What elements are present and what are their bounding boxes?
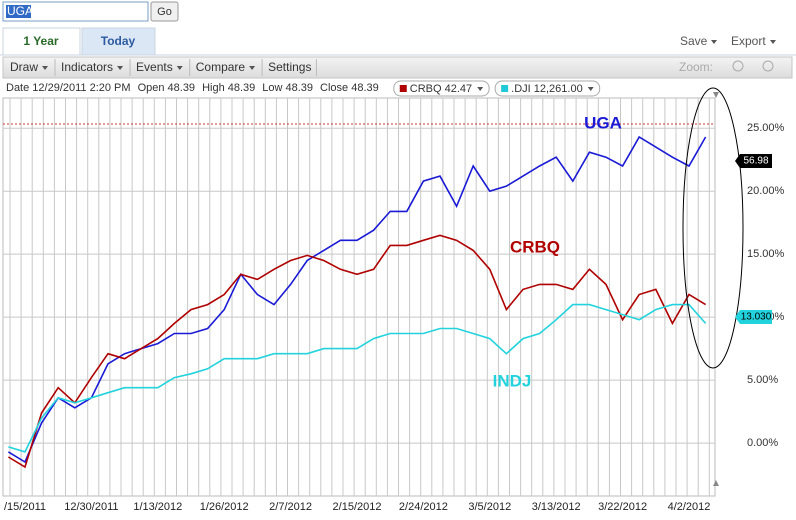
caret: [477, 87, 484, 91]
info-date: Date 12/29/2011 2:20 PM: [6, 82, 131, 94]
toolbar-item[interactable]: Draw: [10, 60, 38, 74]
x-tick-label: 2/24/2012: [399, 501, 448, 513]
highlight-ellipse: [682, 87, 744, 369]
x-tick-label: /15/2011: [4, 501, 46, 513]
caret: [176, 66, 183, 70]
caret: [711, 40, 717, 44]
series-line: [7, 135, 707, 464]
info-close: Close 48.39: [320, 82, 379, 94]
tab[interactable]: [81, 27, 156, 56]
tab-label: 1 Year: [23, 34, 58, 48]
caret: [249, 66, 256, 70]
scroll-up[interactable]: [713, 92, 719, 98]
caret: [117, 66, 124, 70]
info-high: High 48.39: [202, 82, 255, 94]
y-tick-label: 15.00%: [747, 248, 785, 260]
toolbar-item[interactable]: Settings: [268, 60, 311, 74]
zoom-out[interactable]: [762, 60, 774, 72]
series-label: CRBQ: [510, 237, 560, 256]
x-tick-label: 3/13/2012: [532, 501, 581, 513]
y-tick-label: 5.00%: [747, 374, 778, 386]
info-low: Low 48.39: [262, 82, 313, 94]
x-tick-label: 2/7/2012: [269, 501, 312, 513]
go-button[interactable]: [150, 1, 179, 22]
toolbar-item[interactable]: Indicators: [61, 60, 113, 74]
y-tick-label: 20.00%: [747, 185, 785, 197]
x-tick-label: 4/2/2012: [668, 501, 711, 513]
series-label: UGA: [584, 113, 622, 132]
x-tick-label: 3/5/2012: [468, 501, 511, 513]
series-chip[interactable]: [494, 80, 601, 97]
last-value-box: [735, 154, 772, 168]
last-value-box: [735, 310, 772, 324]
selection: [6, 5, 31, 18]
info-open: Open 48.39: [138, 82, 196, 94]
x-tick-label: 12/30/2011: [64, 501, 118, 513]
save[interactable]: Save: [680, 34, 708, 48]
y-tick-label: 25.00%: [747, 122, 785, 134]
toolbar: [2, 56, 793, 79]
chip-swatch: [399, 85, 407, 92]
export[interactable]: Export: [731, 34, 766, 48]
caret: [770, 40, 776, 44]
caret: [42, 66, 49, 70]
toolbar-item[interactable]: Compare: [196, 60, 246, 74]
search-text: UGA: [7, 4, 33, 18]
tab[interactable]: [2, 27, 81, 56]
chip-label: .DJI 12,261.00: [511, 83, 583, 95]
last-value-label: 13.030: [741, 312, 772, 323]
y-tick-label: 0.00%: [747, 437, 778, 449]
series-chip[interactable]: [393, 80, 490, 97]
series-line: [8, 303, 707, 453]
plot-area: [2, 97, 716, 497]
x-tick-label: 2/15/2012: [333, 501, 382, 513]
search-input[interactable]: [2, 1, 149, 22]
x-tick-label: 1/13/2012: [133, 501, 182, 513]
chip-label: CRBQ 42.47: [410, 83, 472, 95]
x-tick-label: 3/22/2012: [598, 501, 647, 513]
zoom-label: Zoom:: [679, 60, 713, 74]
tab-label: Today: [101, 34, 136, 48]
zoom-in[interactable]: [732, 60, 744, 72]
chip-swatch: [501, 85, 509, 92]
toolbar-item[interactable]: Events: [136, 60, 173, 74]
go-label: Go: [157, 6, 172, 18]
last-value-label: 56.98: [743, 156, 768, 167]
caret: [587, 87, 594, 91]
series-label: INDJ: [493, 371, 532, 390]
x-tick-label: 1/26/2012: [200, 501, 249, 513]
series-line: [7, 234, 707, 469]
scroll-down[interactable]: [713, 480, 719, 486]
